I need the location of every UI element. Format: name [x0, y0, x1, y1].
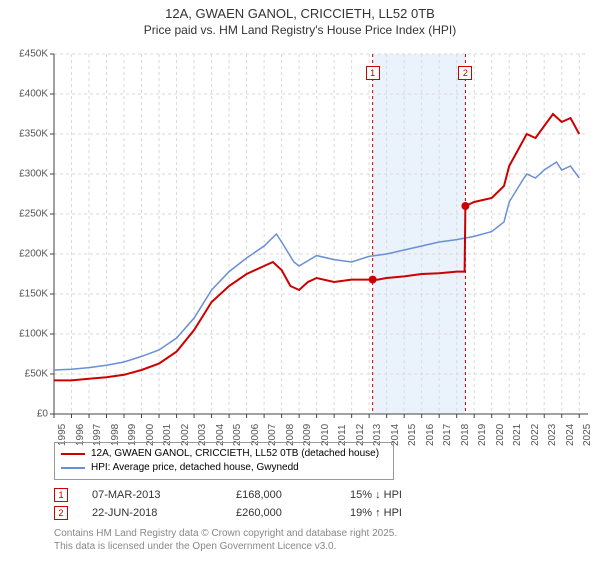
x-tick-label: 2021 [512, 424, 523, 446]
footer-attribution: Contains HM Land Registry data © Crown c… [54, 528, 588, 553]
x-tick-label: 2022 [530, 424, 541, 446]
sales-table: 1 07-MAR-2013 £168,000 15% ↓ HPI 2 22-JUN-201… [54, 486, 588, 522]
legend-row: HPI: Average price, detached house, Gwyn… [61, 461, 387, 475]
footer-line-2: This data is licensed under the Open Gov… [54, 541, 588, 554]
x-tick-label: 2025 [582, 424, 593, 446]
legend-row: 12A, GWAEN GANOL, CRICCIETH, LL52 0TB (d… [61, 447, 387, 461]
title-line-2: Price paid vs. HM Land Registry's House … [0, 23, 600, 39]
x-tick-label: 2023 [547, 424, 558, 446]
legend-label: HPI: Average price, detached house, Gwyn… [91, 461, 299, 475]
y-tick-label: £50K [0, 369, 48, 380]
sale-diff: 19% ↑ HPI [350, 507, 450, 519]
sale-price: £260,000 [236, 507, 326, 519]
sale-row: 1 07-MAR-2013 £168,000 15% ↓ HPI [54, 486, 588, 504]
x-tick-label: 2020 [495, 424, 506, 446]
y-tick-label: £350K [0, 129, 48, 140]
sale-price: £168,000 [236, 489, 326, 501]
footer-line-1: Contains HM Land Registry data © Crown c… [54, 528, 588, 541]
title-line-1: 12A, GWAEN GANOL, CRICCIETH, LL52 0TB [0, 6, 600, 23]
y-tick-label: £400K [0, 89, 48, 100]
chart-title: 12A, GWAEN GANOL, CRICCIETH, LL52 0TB Pr… [0, 6, 600, 38]
sale-marker-on-chart: 2 [458, 66, 472, 80]
x-tick-label: 2024 [565, 424, 576, 446]
legend-swatch [61, 467, 85, 469]
y-tick-label: £250K [0, 209, 48, 220]
sale-row: 2 22-JUN-2018 £260,000 19% ↑ HPI [54, 504, 588, 522]
y-tick-label: £300K [0, 169, 48, 180]
chart-container: 12A, GWAEN GANOL, CRICCIETH, LL52 0TB Pr… [0, 6, 600, 566]
x-tick-label: 2019 [477, 424, 488, 446]
x-tick-label: 2015 [407, 424, 418, 446]
y-tick-label: £200K [0, 249, 48, 260]
y-tick-label: £100K [0, 329, 48, 340]
x-tick-label: 2018 [460, 424, 471, 446]
legend-label: 12A, GWAEN GANOL, CRICCIETH, LL52 0TB (d… [91, 447, 379, 461]
y-tick-label: £0 [0, 409, 48, 420]
chart-area: 12 [54, 54, 588, 414]
sale-diff: 15% ↓ HPI [350, 489, 450, 501]
y-tick-label: £450K [0, 49, 48, 60]
x-tick-label: 2017 [442, 424, 453, 446]
sale-marker-on-chart: 1 [366, 66, 380, 80]
sale-date: 07-MAR-2013 [92, 489, 212, 501]
sale-marker-box: 1 [54, 488, 68, 502]
sale-marker-box: 2 [54, 506, 68, 520]
chart-svg [54, 54, 588, 414]
x-tick-label: 2016 [425, 424, 436, 446]
y-tick-label: £150K [0, 289, 48, 300]
legend-swatch [61, 453, 85, 455]
sale-date: 22-JUN-2018 [92, 507, 212, 519]
legend: 12A, GWAEN GANOL, CRICCIETH, LL52 0TB (d… [54, 442, 394, 480]
